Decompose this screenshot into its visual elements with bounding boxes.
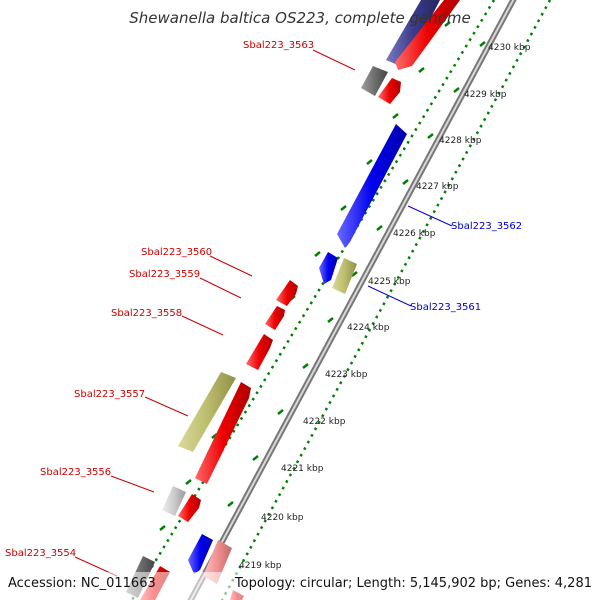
topology-label: Topology: circular; Length: 5,145,902 bp… (234, 576, 592, 591)
tick-label: 4226 kbp (393, 229, 436, 239)
gene-label-sbal223-3563: Sbal223_3563 (243, 40, 314, 51)
gene-label-sbal223-3557: Sbal223_3557 (74, 389, 145, 400)
gene-feature-red-3558 (246, 334, 273, 370)
gene-feature-red-3559 (265, 306, 285, 330)
tick-label: 4221 kbp (281, 464, 324, 474)
gene-feature-red-3556 (178, 494, 201, 522)
gene-labels: Sbal223_3563 Sbal223_3562 Sbal223_3561 S… (5, 40, 522, 559)
tick-label: 4223 kbp (325, 370, 368, 380)
inner-tick-ring (220, 0, 552, 600)
gene-feature-olive-3557 (178, 372, 236, 452)
gene-feature-grey-3563 (361, 66, 388, 96)
gene-label-sbal223-3562: Sbal223_3562 (451, 221, 522, 232)
gene-label-sbal223-3558: Sbal223_3558 (111, 308, 182, 319)
major-ticks (159, 21, 486, 553)
tick-labels: 4219 kbp 4220 kbp 4221 kbp 4222 kbp 4223… (239, 43, 531, 571)
tick-label: 4230 kbp (488, 43, 531, 53)
tick-label: 4229 kbp (464, 90, 507, 100)
map-title: Shewanella baltica OS223, complete genom… (129, 9, 470, 27)
gene-label-sbal223-3554: Sbal223_3554 (5, 548, 76, 559)
tick-label: 4224 kbp (347, 323, 390, 333)
tick-label: 4219 kbp (239, 561, 282, 571)
gene-feature-purple (386, 0, 440, 68)
tick-label: 4225 kbp (368, 277, 411, 287)
gene-feature-olive-3561 (332, 258, 357, 294)
tick-label: 4227 kbp (416, 182, 459, 192)
gene-label-sbal223-3561: Sbal223_3561 (410, 302, 481, 313)
features (126, 0, 460, 600)
gene-feature-red-3557 (195, 382, 251, 484)
reverse-features (188, 124, 407, 600)
gene-feature-blue-3561 (319, 252, 338, 284)
gene-feature-red-3563 (378, 78, 401, 104)
tick-label: 4222 kbp (303, 417, 346, 427)
accession-label: Accession: NC_011663 (8, 576, 156, 591)
gene-feature-blue-bottom (188, 534, 213, 574)
tick-label: 4220 kbp (261, 513, 304, 523)
gene-feature-lightgrey-3556 (162, 486, 186, 516)
gene-label-sbal223-3559: Sbal223_3559 (129, 269, 200, 280)
gene-feature-blue-3562 (337, 124, 407, 248)
leader-lines (74, 49, 453, 577)
tick-label: 4228 kbp (439, 136, 482, 146)
gene-feature-red-top (395, 0, 460, 70)
gene-label-sbal223-3556: Sbal223_3556 (40, 467, 111, 478)
gene-feature-red-3560 (276, 280, 298, 306)
gene-label-sbal223-3560: Sbal223_3560 (141, 247, 212, 258)
